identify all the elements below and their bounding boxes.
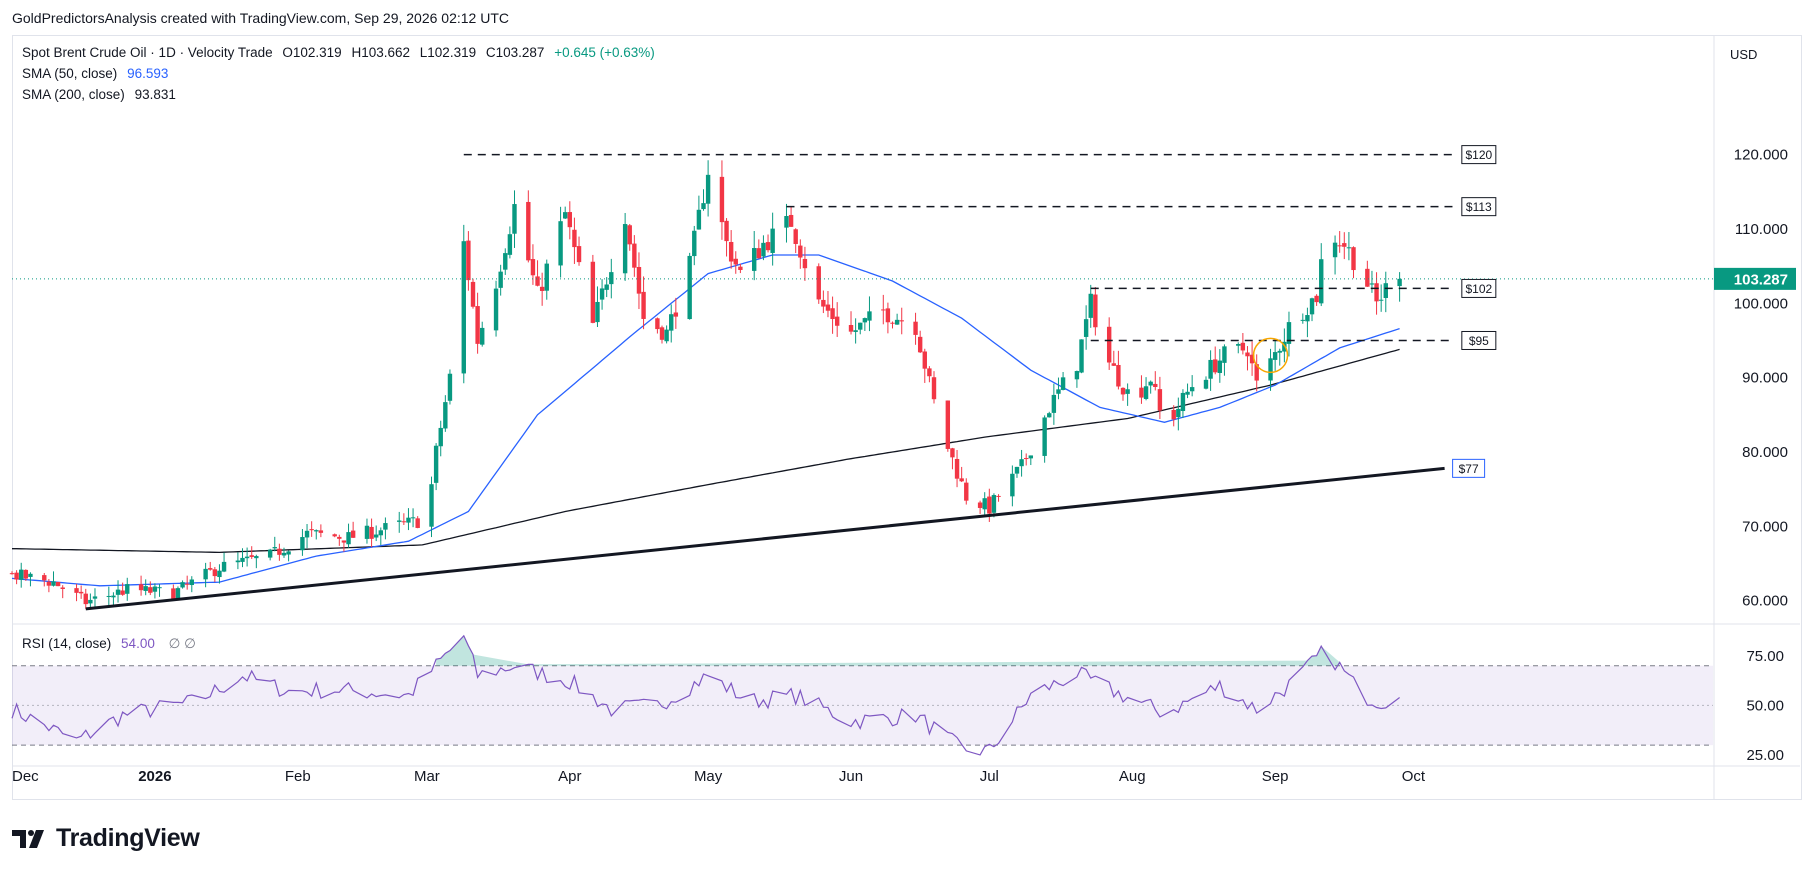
rsi-legend[interactable]: RSI (14, close) 54.00 ∅ ∅: [22, 636, 202, 652]
rsi-value: 54.00: [121, 636, 155, 651]
price-change: +0.645 (+0.63%): [554, 45, 655, 60]
tradingview-logo[interactable]: TradingView: [12, 824, 200, 853]
rsi-extra: ∅ ∅: [168, 636, 196, 651]
sma50-value: 96.593: [127, 66, 169, 81]
chart-credit: GoldPredictorsAnalysis created with Trad…: [12, 10, 509, 26]
chart-frame: [12, 35, 1802, 800]
ohlc-low: L102.319: [419, 45, 477, 60]
sma200-value: 93.831: [134, 87, 176, 102]
tradingview-logo-icon: [12, 829, 44, 848]
sma200-legend[interactable]: SMA (200, close) 93.831: [22, 87, 182, 102]
ohlc-open: O102.319: [282, 45, 342, 60]
symbol-legend[interactable]: Spot Brent Crude Oil · 1D · Velocity Tra…: [22, 45, 661, 60]
sma50-label: SMA (50, close): [22, 66, 118, 81]
tradingview-wordmark: TradingView: [56, 824, 200, 852]
rsi-label: RSI (14, close): [22, 636, 112, 651]
symbol-title: Spot Brent Crude Oil · 1D · Velocity Tra…: [22, 45, 273, 60]
ohlc-high: H103.662: [351, 45, 411, 60]
sma200-label: SMA (200, close): [22, 87, 125, 102]
sma50-legend[interactable]: SMA (50, close) 96.593: [22, 66, 174, 81]
ohlc-close: C103.287: [485, 45, 545, 60]
